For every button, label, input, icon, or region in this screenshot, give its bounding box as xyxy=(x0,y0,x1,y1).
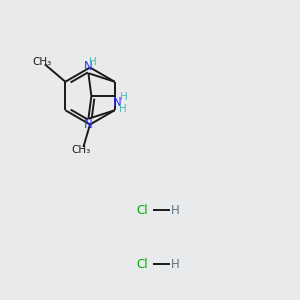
Text: Cl: Cl xyxy=(137,203,148,217)
Text: N: N xyxy=(113,95,122,109)
Text: H: H xyxy=(171,257,180,271)
Text: H: H xyxy=(89,57,97,67)
Text: N: N xyxy=(84,118,93,131)
Text: CH₃: CH₃ xyxy=(71,145,91,155)
Text: N: N xyxy=(84,60,93,73)
Text: Cl: Cl xyxy=(137,257,148,271)
Text: H: H xyxy=(171,203,180,217)
Text: CH₃: CH₃ xyxy=(32,57,52,67)
Text: H: H xyxy=(120,92,128,103)
Text: H: H xyxy=(119,104,127,114)
